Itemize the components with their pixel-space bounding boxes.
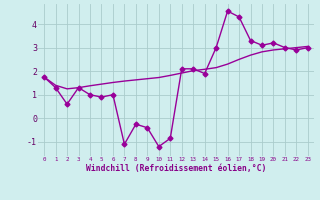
X-axis label: Windchill (Refroidissement éolien,°C): Windchill (Refroidissement éolien,°C) — [86, 164, 266, 173]
